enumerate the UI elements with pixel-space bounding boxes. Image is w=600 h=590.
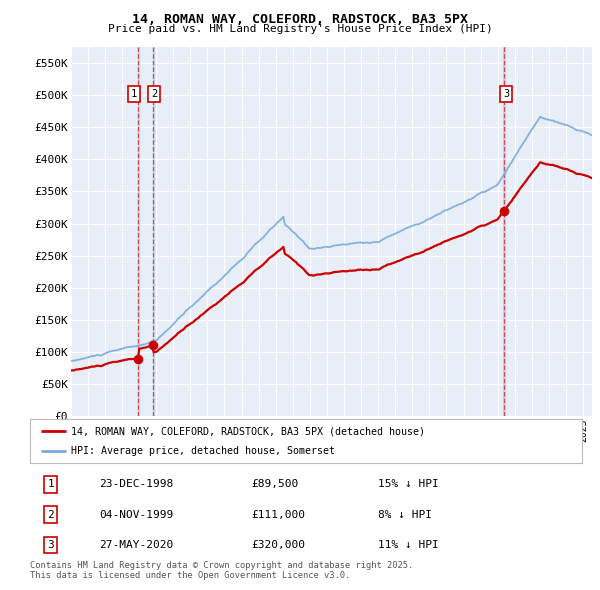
Text: 14, ROMAN WAY, COLEFORD, RADSTOCK, BA3 5PX: 14, ROMAN WAY, COLEFORD, RADSTOCK, BA3 5… [132,13,468,26]
Point [134,354,143,363]
Text: 2: 2 [151,89,157,99]
Text: Contains HM Land Registry data © Crown copyright and database right 2025.
This d: Contains HM Land Registry data © Crown c… [30,560,413,580]
Text: 1: 1 [131,89,137,99]
Point [149,340,158,349]
Text: 1: 1 [47,480,55,489]
Text: 04-NOV-1999: 04-NOV-1999 [99,510,173,520]
Text: 2: 2 [47,510,55,520]
Text: 23-DEC-1998: 23-DEC-1998 [99,480,173,489]
Text: 8% ↓ HPI: 8% ↓ HPI [378,510,432,520]
Text: 27-MAY-2020: 27-MAY-2020 [99,540,173,550]
Bar [137,47,139,416]
Text: HPI: Average price, detached house, Somerset: HPI: Average price, detached house, Some… [71,446,335,455]
Text: 14, ROMAN WAY, COLEFORD, RADSTOCK, BA3 5PX (detached house): 14, ROMAN WAY, COLEFORD, RADSTOCK, BA3 5… [71,427,425,436]
Point [499,206,509,215]
Text: 3: 3 [47,540,55,550]
Text: Price paid vs. HM Land Registry's House Price Index (HPI): Price paid vs. HM Land Registry's House … [107,24,493,34]
Text: 11% ↓ HPI: 11% ↓ HPI [378,540,439,550]
Bar [503,47,505,416]
Text: 15% ↓ HPI: 15% ↓ HPI [378,480,439,489]
Text: £320,000: £320,000 [251,540,305,550]
Text: £111,000: £111,000 [251,510,305,520]
Text: 3: 3 [503,89,509,99]
Text: £89,500: £89,500 [251,480,298,489]
Bar [152,47,154,416]
